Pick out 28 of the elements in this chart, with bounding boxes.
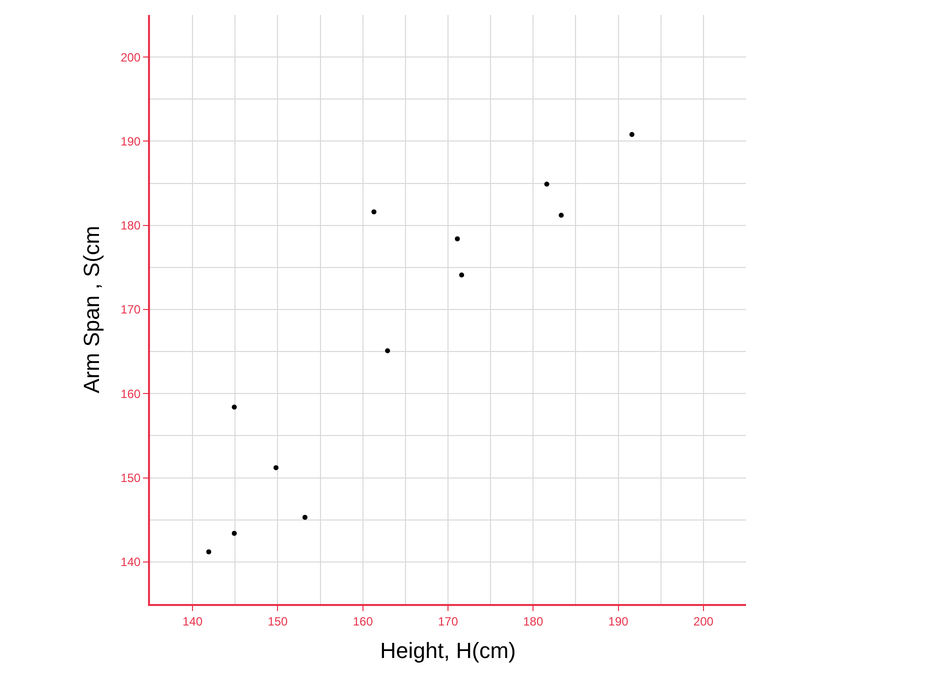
point (558, 212, 564, 218)
point (629, 132, 634, 137)
y-tick-label: 160 (120, 386, 141, 401)
point (459, 272, 464, 278)
point (232, 404, 237, 410)
x-tick-label: 200 (693, 614, 714, 628)
point (206, 549, 212, 554)
x-tick-label: 170 (438, 614, 458, 628)
y-axis-title: Arm Span , S(cm (78, 226, 104, 394)
y-tick-label: 140 (120, 555, 141, 570)
point (385, 348, 390, 354)
x-tick-label: 150 (268, 614, 288, 628)
y-tick-label: 200 (120, 50, 141, 64)
x-tick-label: 180 (523, 614, 544, 628)
point (371, 209, 376, 214)
y-tick-label: 170 (120, 302, 141, 317)
point (232, 530, 237, 536)
x-tick-label: 140 (182, 614, 203, 628)
point (544, 182, 550, 187)
x-tick-label: 160 (352, 614, 374, 628)
y-tick-label: 190 (120, 134, 141, 148)
point (274, 465, 279, 470)
x-tick-label: 190 (608, 614, 629, 628)
point (454, 236, 460, 242)
y-tick-label: 150 (120, 470, 141, 485)
point (302, 514, 308, 520)
y-tick-label: 180 (120, 218, 141, 233)
x-axis-title: Height, H(cm) (380, 638, 516, 663)
